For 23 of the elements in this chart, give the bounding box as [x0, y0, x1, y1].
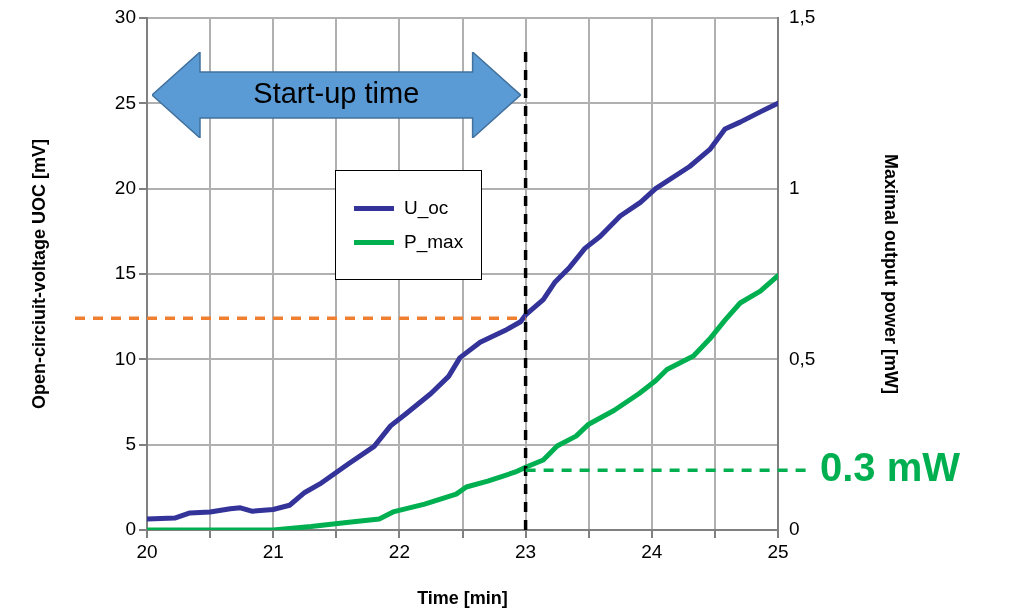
y-tick-label: 25 [114, 91, 136, 113]
y-tick-label: 10 [114, 347, 136, 369]
y-axis-title: Open-circiuit-voltage UOC [mV] [28, 138, 49, 410]
y2-tick-label: 1,5 [789, 6, 816, 28]
ref-line-label: 0.3 mW [820, 445, 961, 490]
x-tick-label: 22 [388, 540, 410, 562]
y2-axis-title: Maximal output power [mW] [881, 154, 902, 394]
x-tick-label: 25 [767, 540, 789, 562]
x-tick-label: 21 [262, 540, 284, 562]
y-tick-label: 15 [114, 262, 136, 284]
y2-tick-label: 1 [789, 176, 800, 198]
y-tick-label: 30 [114, 6, 136, 28]
x-tick-label: 23 [515, 540, 537, 562]
legend-label: U_oc [404, 197, 449, 219]
y-tick-label: 0 [125, 518, 136, 540]
y-tick-label: 20 [114, 176, 136, 198]
y-tick-label: 5 [125, 432, 136, 454]
y2-tick-label: 0,5 [789, 347, 816, 369]
y2-tick-label: 0 [789, 518, 800, 540]
legend-label: P_max [404, 231, 464, 253]
annotation: Start-up time [252, 77, 421, 110]
x-axis-title: Time [min] [417, 588, 508, 609]
x-tick-label: 24 [641, 540, 663, 562]
